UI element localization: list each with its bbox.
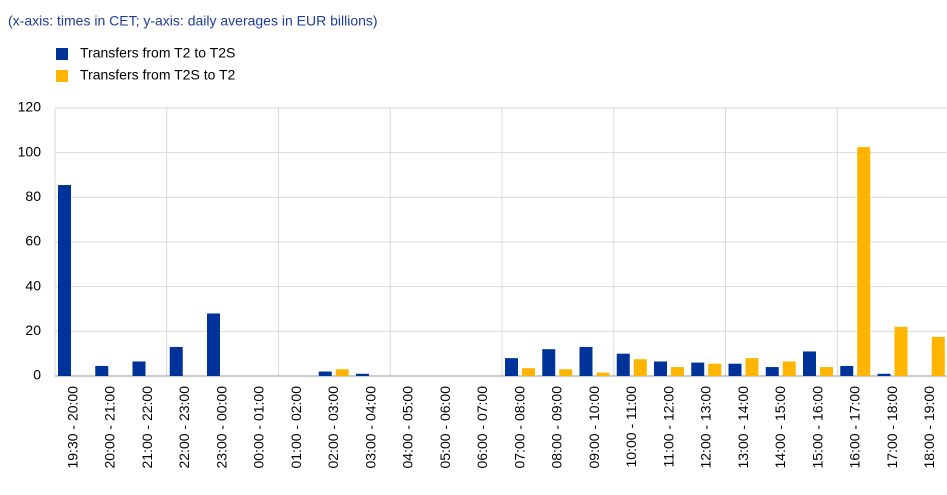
x-tick-label: 08:00 - 09:00: [549, 386, 565, 469]
y-tick-label: 120: [18, 99, 42, 115]
bar: [633, 359, 647, 376]
bar: [559, 369, 573, 376]
bar: [765, 367, 779, 376]
x-tick-label: 10:00 - 11:00: [623, 386, 639, 468]
bar: [505, 358, 518, 376]
x-tick-label: 12:00 - 13:00: [698, 386, 714, 469]
x-tick-label: 18:00 - 19:00: [921, 386, 937, 469]
bar: [522, 368, 535, 376]
x-tick-label: 04:00 - 05:00: [400, 386, 416, 469]
bar: [58, 185, 71, 376]
x-tick-label: 13:00 - 14:00: [735, 386, 751, 469]
legend-label: Transfers from T2S to T2: [80, 67, 236, 83]
bar: [803, 351, 816, 376]
bar: [708, 363, 722, 376]
bar: [782, 361, 796, 376]
chart-subtitle: (x-axis: times in CET; y-axis: daily ave…: [8, 13, 378, 29]
bar: [356, 373, 369, 376]
bar: [95, 365, 109, 376]
bar: [596, 372, 610, 376]
x-tick-label: 03:00 - 04:00: [362, 386, 378, 469]
bar: [931, 336, 945, 376]
x-tick-label: 20:00 - 21:00: [102, 386, 118, 469]
x-tick-label: 11:00 - 12:00: [660, 386, 676, 468]
x-tick-label: 07:00 - 08:00: [511, 386, 527, 469]
bar: [654, 361, 667, 376]
bar: [691, 362, 705, 376]
bar: [579, 346, 593, 376]
x-tick-label: 00:00 - 01:00: [251, 386, 267, 469]
legend-label: Transfers from T2 to T2S: [80, 45, 235, 61]
x-tick-label: 22:00 - 23:00: [176, 386, 192, 469]
bar: [132, 361, 146, 376]
x-tick-label: 17:00 - 18:00: [884, 386, 900, 469]
x-tick-label: 23:00 - 00:00: [213, 386, 229, 469]
bar: [542, 349, 556, 376]
bar: [318, 371, 332, 376]
bar: [335, 369, 349, 376]
y-tick-label: 60: [25, 233, 41, 249]
y-tick-label: 80: [25, 188, 41, 204]
y-tick-label: 20: [25, 322, 41, 338]
bar: [820, 367, 833, 376]
bar: [745, 358, 759, 376]
bar: [857, 147, 871, 376]
x-tick-label: 15:00 - 16:00: [809, 386, 825, 469]
x-tick-label: 02:00 - 03:00: [325, 386, 341, 469]
bar: [728, 363, 742, 376]
bar: [207, 313, 220, 376]
x-tick-label: 21:00 - 22:00: [139, 386, 155, 469]
x-tick-label: 06:00 - 07:00: [474, 386, 490, 469]
legend-swatch: [56, 70, 68, 82]
x-tick-label: 01:00 - 02:00: [288, 386, 304, 469]
y-tick-label: 40: [25, 277, 41, 293]
bar: [840, 365, 854, 376]
y-tick-label: 100: [18, 143, 42, 159]
bar: [894, 326, 908, 376]
y-tick-label: 0: [33, 367, 41, 383]
x-tick-label: 09:00 - 10:00: [586, 386, 602, 469]
bar: [877, 373, 891, 376]
x-tick-label: 19:30 - 20:00: [64, 386, 80, 469]
bar: [616, 353, 630, 376]
bar: [671, 367, 684, 376]
bar: [169, 346, 183, 376]
x-tick-label: 14:00 - 15:00: [772, 386, 788, 469]
x-tick-label: 05:00 - 06:00: [437, 386, 453, 469]
legend-swatch: [56, 48, 68, 60]
x-tick-label: 16:00 - 17:00: [847, 386, 863, 469]
